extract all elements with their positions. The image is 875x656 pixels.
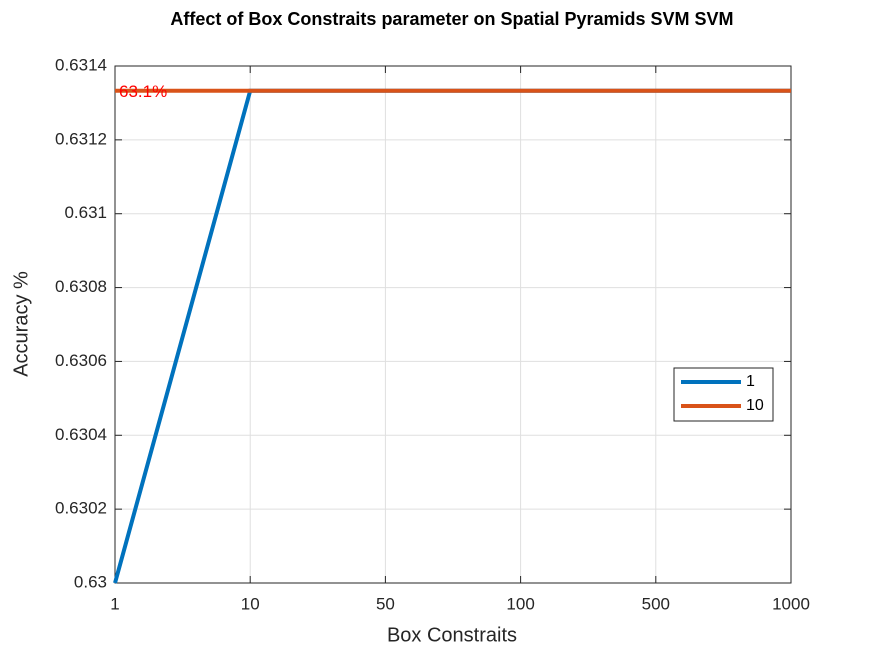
- chart-title: Affect of Box Constraits parameter on Sp…: [170, 9, 733, 29]
- y-tick-label: 0.6302: [55, 499, 107, 518]
- plot-area: [115, 66, 791, 583]
- y-axis-label: Accuracy %: [10, 271, 32, 377]
- y-tick-label: 0.6312: [55, 129, 107, 148]
- y-tick-label: 0.631: [64, 203, 107, 222]
- y-tick-label: 0.6314: [55, 55, 107, 74]
- x-tick-label: 50: [376, 594, 395, 613]
- legend-label: 10: [746, 397, 764, 414]
- x-tick-label: 100: [506, 594, 534, 613]
- y-tick-label: 0.6306: [55, 351, 107, 370]
- axes-box: [114, 65, 792, 584]
- x-axis-label: Box Constraits: [387, 624, 517, 646]
- x-tick-label: 10: [241, 594, 260, 613]
- y-tick-label: 0.63: [74, 572, 107, 591]
- x-tick-label: 1: [110, 594, 119, 613]
- annotation: 63.1%: [119, 82, 167, 101]
- y-tick-label: 0.6308: [55, 277, 107, 296]
- legend-box: [673, 367, 774, 422]
- x-tick-label: 500: [642, 594, 670, 613]
- legend-label: 1: [746, 373, 755, 390]
- y-tick-label: 0.6304: [55, 425, 107, 444]
- x-tick-label: 1000: [772, 594, 810, 613]
